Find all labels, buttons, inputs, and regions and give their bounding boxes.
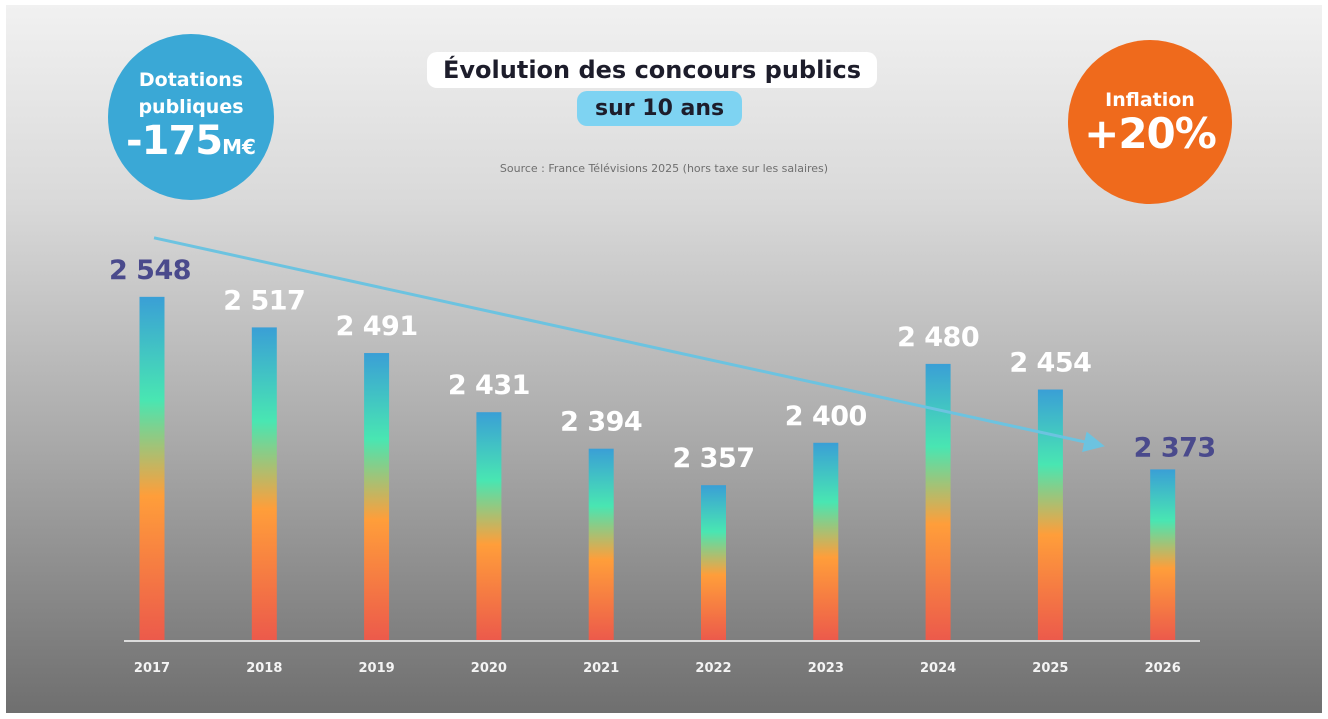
year-label-2017: 2017	[134, 661, 170, 676]
inflation-badge: Inflation +20%	[1068, 40, 1232, 204]
year-label-2024: 2024	[920, 661, 956, 676]
dotations-unit: M€	[222, 135, 256, 159]
bar-2020	[476, 412, 502, 640]
year-label-2019: 2019	[359, 661, 395, 676]
value-label-2021: 2 394	[560, 407, 642, 438]
chart-subtitle: sur 10 ans	[577, 91, 743, 126]
value-label-2026: 2 373	[1134, 432, 1216, 463]
value-label-2025: 2 454	[1009, 348, 1091, 379]
value-label-2023: 2 400	[785, 401, 867, 432]
dotations-label-line2: publiques	[138, 96, 244, 118]
bar-2019	[364, 353, 390, 640]
dotations-label-line1: Dotations	[138, 69, 244, 91]
trend-arrow	[153, 236, 1105, 453]
year-label-2021: 2021	[583, 661, 619, 676]
dotations-amount: -175	[126, 118, 223, 164]
value-label-2022: 2 357	[672, 443, 754, 474]
year-label-2026: 2026	[1145, 661, 1181, 676]
year-label-2020: 2020	[471, 661, 507, 676]
bar-2022	[701, 485, 726, 640]
inflation-label: Inflation	[1105, 88, 1195, 111]
year-label-2018: 2018	[246, 661, 282, 676]
value-label-2024: 2 480	[897, 322, 979, 353]
source-note: Source : France Télévisions 2025 (hors t…	[499, 162, 829, 175]
value-label-2019: 2 491	[336, 311, 418, 342]
bar-2026	[1150, 469, 1176, 640]
bar-2021	[588, 448, 614, 640]
year-label-2023: 2023	[808, 661, 844, 676]
bar-2025	[1037, 389, 1063, 640]
bar-2024	[925, 363, 951, 640]
bar-2018	[251, 327, 277, 640]
dotations-value: -175M€	[126, 119, 256, 169]
bar-2017	[139, 296, 165, 640]
inflation-value: +20%	[1084, 108, 1217, 158]
chart-title: Évolution des concours publics	[427, 52, 878, 88]
value-label-2020: 2 431	[448, 370, 530, 401]
bar-2023	[813, 442, 839, 640]
value-label-2018: 2 517	[223, 285, 305, 316]
year-label-2025: 2025	[1032, 661, 1068, 676]
value-label-2017: 2 548	[109, 255, 191, 286]
dotations-badge: Dotations publiques -175M€	[108, 34, 274, 200]
year-label-2022: 2022	[695, 661, 731, 676]
